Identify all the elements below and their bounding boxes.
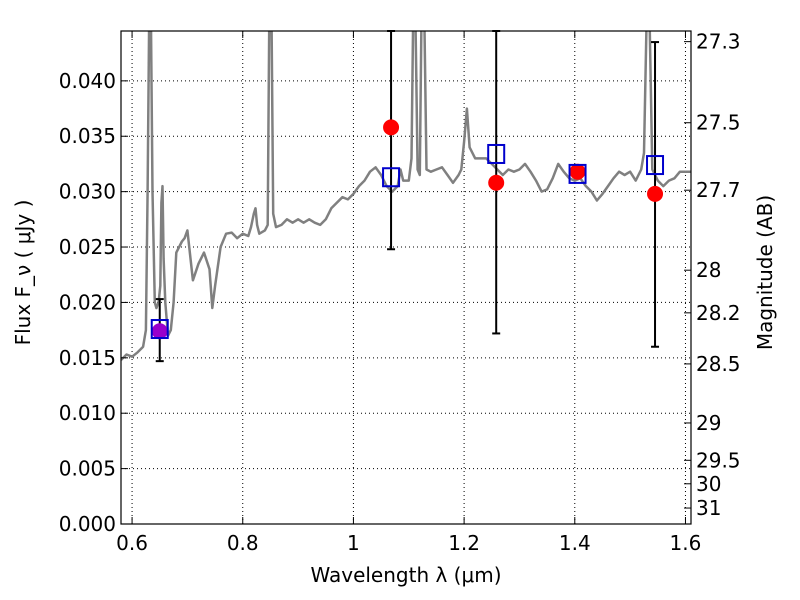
model-point [150,319,169,340]
y-tick-label: 0.020 [59,290,116,314]
y-tick-label: 0.000 [59,512,116,536]
right-tick-label: 31 [696,496,721,520]
x-tick-label: 0.6 [116,531,148,555]
right-tick-label: 27.7 [696,178,741,202]
x-tick-label: 1.6 [670,531,702,555]
error-bars [155,30,660,363]
right-tick-label: 30 [696,472,721,496]
right-tick-label: 27.3 [696,30,741,54]
data-point [488,174,505,191]
photometry-points [150,119,665,340]
tick-marks [121,31,691,525]
y-axis-label: Flux F_ν ( μJy ) [11,200,35,346]
y-tick-labels: 0.000 0.005 0.010 0.015 0.020 0.025 0.030 0.035… [59,69,116,536]
x-tick-label: 0.8 [227,531,259,555]
x-tick-label: 1 [347,531,360,555]
data-point [151,323,168,340]
data-point [647,185,664,202]
y-tick-label: 0.015 [59,346,116,370]
x-axis-label: Wavelength λ (μm) [310,563,501,587]
right-tick-label: 28.5 [696,352,741,376]
x-tick-label: 1.2 [448,531,480,555]
y-tick-label: 0.040 [59,69,116,93]
model-point [568,163,587,184]
model-point [382,167,401,188]
right-tick-label: 28 [696,258,721,282]
right-tick-label: 29 [696,411,721,435]
model-point [646,155,665,176]
x-tick-labels: 0.6 0.8 1 1.2 1.4 1.6 [116,531,701,555]
x-tick-label: 1.4 [559,531,591,555]
data-point [383,119,400,136]
spectrum-line [121,31,691,361]
model-point [487,143,506,164]
model-spectrum [121,31,691,361]
y-tick-label: 0.010 [59,401,116,425]
right-tick-label: 28.2 [696,301,741,325]
y-tick-label: 0.025 [59,235,116,259]
y-tick-label: 0.030 [59,180,116,204]
data-point [569,163,586,180]
right-tick-label: 27.5 [696,111,741,135]
plot-frame [120,30,692,525]
grid [121,31,691,525]
y-tick-label: 0.035 [59,124,116,148]
right-axis-label: Magnitude (AB) [753,195,777,350]
right-tick-label: 29.5 [696,448,741,472]
y-tick-label: 0.005 [59,457,116,481]
